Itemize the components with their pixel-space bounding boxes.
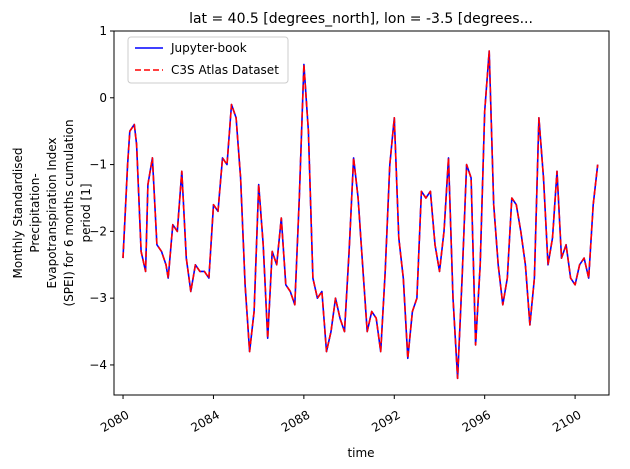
x-tick-label: 2088 [279, 408, 312, 435]
legend-label-jupyter-book: Jupyter-book [170, 41, 247, 55]
y-axis-label: Monthly Standardised Precipitation- Evap… [11, 119, 93, 306]
legend-box [127, 36, 289, 84]
x-axis-ticks: 2080 2084 2088 2092 2096 2100 [98, 395, 584, 435]
x-axis-label: time [347, 446, 374, 460]
legend: Jupyter-book C3S Atlas Dataset [127, 36, 289, 84]
y-tick-label: −4 [89, 358, 107, 372]
y-axis-label-line: Monthly Standardised [11, 147, 25, 278]
x-tick-label: 2100 [550, 408, 583, 435]
plot-frame [113, 30, 610, 396]
x-tick-label: 2092 [369, 408, 402, 435]
y-axis-ticks: 1 0 −1 −2 −3 −4 [89, 24, 114, 372]
chart-title: lat = 40.5 [degrees_north], lon = -3.5 [… [189, 11, 533, 27]
y-tick-label: −3 [89, 291, 107, 305]
y-axis-label-line: (SPEI) for 6 months cumulation [62, 119, 76, 306]
x-tick-label: 2096 [460, 408, 493, 435]
x-tick-label: 2084 [188, 408, 221, 435]
series-line-1 [122, 50, 599, 380]
plot-layer [122, 50, 599, 380]
y-tick-label: −1 [89, 158, 107, 172]
y-axis-label-line: period [1] [79, 183, 93, 242]
x-tick-label: 2080 [98, 408, 131, 435]
series-line-0 [122, 50, 599, 380]
y-tick-label: 0 [99, 91, 107, 105]
y-tick-label: 1 [99, 24, 107, 38]
y-axis-label-line: Precipitation- [28, 173, 42, 252]
legend-label-c3s-atlas: C3S Atlas Dataset [171, 63, 279, 77]
y-tick-label: −2 [89, 224, 107, 238]
y-axis-label-line: Evapotranspiration Index [45, 138, 59, 289]
